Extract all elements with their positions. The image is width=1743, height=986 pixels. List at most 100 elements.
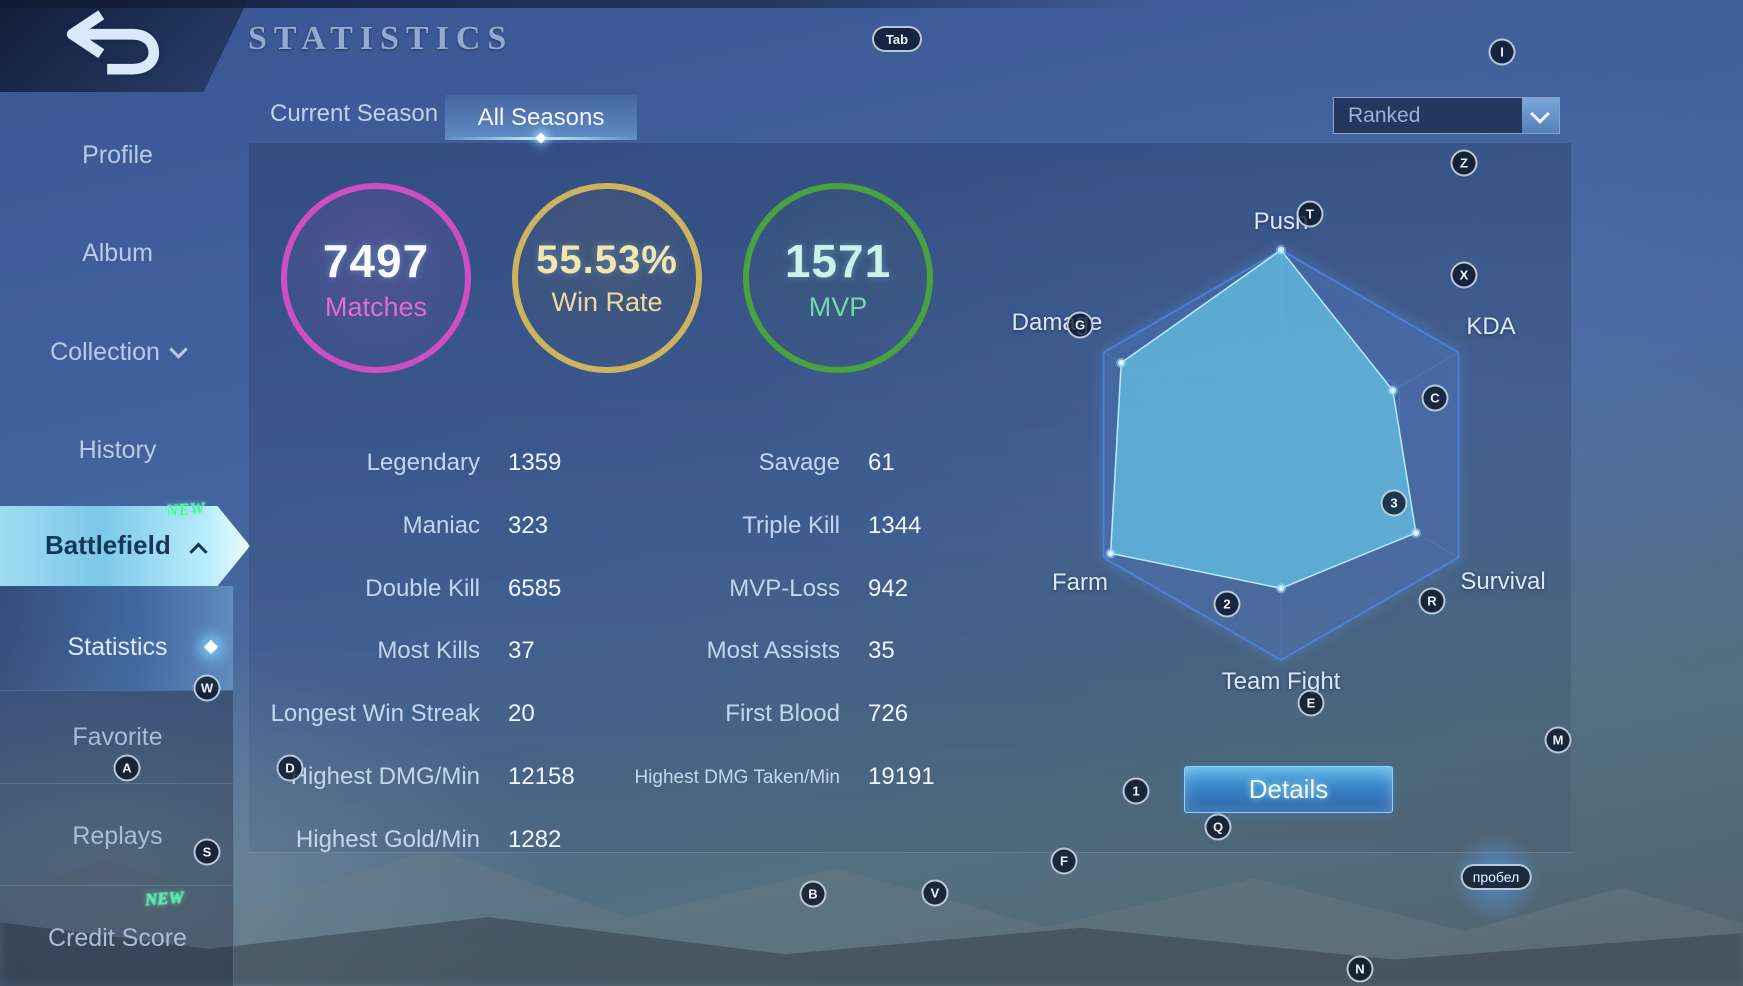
keyhint-q: Q bbox=[1204, 813, 1232, 841]
stat-value: 1344 bbox=[868, 512, 922, 539]
keyhint-v: V bbox=[921, 879, 949, 907]
stat-label: Highest DMG/Min bbox=[290, 763, 480, 790]
keyhint-f: F bbox=[1050, 847, 1078, 875]
keyhint-b: B bbox=[799, 880, 827, 908]
ranked-dropdown[interactable]: Ranked bbox=[1333, 97, 1560, 134]
circle-label: MVP bbox=[808, 291, 868, 322]
keyhint-r: R bbox=[1418, 587, 1446, 615]
keyhint-space: пробел bbox=[1460, 864, 1532, 890]
circle-label: Matches bbox=[324, 291, 428, 322]
stat-row: Most Assists 35 bbox=[560, 636, 895, 666]
stat-value: 61 bbox=[868, 449, 895, 476]
stat-value: 35 bbox=[868, 637, 895, 664]
sidebar-divider bbox=[0, 885, 233, 886]
stat-label: Triple Kill bbox=[742, 512, 840, 539]
stat-row: Maniac 323 bbox=[250, 511, 548, 541]
stat-label: Most Assists bbox=[706, 637, 840, 664]
sidebar-item-battlefield[interactable]: Battlefield bbox=[0, 506, 250, 586]
keyhint-s: S bbox=[193, 838, 221, 866]
keyhint-g: G bbox=[1066, 311, 1094, 339]
keyhint-z: Z bbox=[1450, 149, 1478, 177]
stat-row: Legendary 1359 bbox=[250, 448, 562, 478]
stat-row: Triple Kill 1344 bbox=[560, 511, 921, 541]
keyhint-m: M bbox=[1544, 726, 1572, 754]
sidebar-item-credit-score[interactable]: Credit Score bbox=[48, 924, 187, 952]
new-badge-battlefield: NEW bbox=[165, 498, 206, 521]
radar-axis-survival: Survival bbox=[1460, 568, 1546, 595]
stat-label: Savage bbox=[758, 449, 840, 476]
stat-label: First Blood bbox=[725, 700, 840, 727]
sidebar-divider bbox=[0, 690, 233, 691]
sidebar-divider bbox=[0, 783, 233, 784]
stat-row: Highest DMG/Min 12158 bbox=[250, 762, 575, 792]
stat-row: Double Kill 6585 bbox=[250, 574, 561, 604]
circle-label: Win Rate bbox=[551, 287, 663, 317]
stat-row: Savage 61 bbox=[560, 448, 895, 478]
summary-circle: 7497 Matches bbox=[281, 183, 471, 373]
stat-value: 19191 bbox=[868, 763, 935, 790]
keyhint-x: X bbox=[1450, 261, 1478, 289]
stat-label: Highest DMG Taken/Min bbox=[634, 767, 840, 788]
back-button[interactable] bbox=[56, 8, 168, 76]
keyhint-d: D bbox=[276, 754, 304, 782]
stat-value: 1282 bbox=[508, 826, 562, 853]
stat-label: MVP-Loss bbox=[729, 575, 840, 602]
stat-value: 6585 bbox=[508, 575, 562, 602]
stat-row: Highest Gold/Min 1282 bbox=[250, 825, 561, 855]
stat-row: Longest Win Streak 20 bbox=[250, 699, 535, 729]
summary-circle: 1571 MVP bbox=[743, 183, 933, 373]
keyhint-n: N bbox=[1346, 955, 1374, 983]
keyhint-3: 3 bbox=[1380, 489, 1408, 517]
sidebar-item-profile[interactable]: Profile bbox=[82, 141, 153, 169]
back-plate bbox=[0, 0, 248, 92]
stat-label: Most Kills bbox=[377, 637, 480, 664]
sidebar-item-statistics[interactable] bbox=[0, 586, 233, 690]
radar-axis-kda: KDA bbox=[1466, 313, 1516, 340]
chevron-down-icon bbox=[169, 340, 188, 359]
sidebar-item-album[interactable]: Album bbox=[82, 239, 153, 267]
summary-circle: 55.53% Win Rate bbox=[512, 183, 702, 373]
chevron-down-icon bbox=[1530, 104, 1550, 124]
chevron-up-icon bbox=[189, 542, 208, 561]
keyhint-2: 2 bbox=[1213, 590, 1241, 618]
ranked-dropdown-value: Ranked bbox=[1348, 104, 1421, 127]
keyhint-tab: Tab bbox=[872, 26, 922, 52]
circle-value: 1571 bbox=[784, 234, 892, 287]
sidebar-item-history[interactable]: History bbox=[78, 436, 157, 464]
tab-current-season[interactable]: Current Season bbox=[270, 100, 439, 127]
stat-value: 1359 bbox=[508, 449, 562, 476]
stat-row: Highest DMG Taken/Min 19191 bbox=[560, 762, 935, 792]
sidebar-item-favorite[interactable]: Favorite bbox=[72, 723, 163, 751]
top-edge-strip bbox=[0, 0, 1280, 8]
keyhint-1: 1 bbox=[1122, 777, 1150, 805]
stat-label: Legendary bbox=[366, 449, 480, 476]
stat-row: First Blood 726 bbox=[560, 699, 908, 729]
sidebar-item-statistics-label: Statistics bbox=[67, 633, 168, 661]
performance-radar-chart bbox=[1102, 244, 1460, 662]
sidebar-item-collection[interactable]: Collection bbox=[0, 338, 235, 367]
new-badge-credit-score: NEW bbox=[144, 887, 185, 910]
stat-value: 20 bbox=[508, 700, 535, 727]
stat-value: 726 bbox=[868, 700, 909, 727]
page-title: STATISTICS bbox=[248, 20, 514, 57]
stat-label: Highest Gold/Min bbox=[295, 826, 480, 853]
keyhint-i: I bbox=[1488, 38, 1516, 66]
sidebar-item-label: Collection bbox=[50, 338, 160, 366]
circle-value: 7497 bbox=[322, 234, 430, 287]
radar-axis-team-fight: Team Fight bbox=[1221, 668, 1341, 695]
keyhint-e: E bbox=[1297, 689, 1325, 717]
stat-value: 942 bbox=[868, 575, 909, 602]
sidebar-item-label: Battlefield bbox=[45, 530, 171, 560]
sidebar-item-replays[interactable]: Replays bbox=[72, 822, 163, 850]
dropdown-arrow-box bbox=[1522, 98, 1559, 133]
keyhint-c: C bbox=[1421, 384, 1449, 412]
back-arrow-icon bbox=[66, 10, 160, 75]
stat-label: Double Kill bbox=[365, 575, 480, 602]
stat-row: MVP-Loss 942 bbox=[560, 574, 908, 604]
details-button[interactable]: Details bbox=[1184, 766, 1393, 813]
stat-row: Most Kills 37 bbox=[250, 636, 534, 666]
stat-label: Longest Win Streak bbox=[270, 700, 480, 727]
circle-value: 55.53% bbox=[536, 238, 678, 282]
radar-axis-farm: Farm bbox=[1052, 569, 1108, 596]
